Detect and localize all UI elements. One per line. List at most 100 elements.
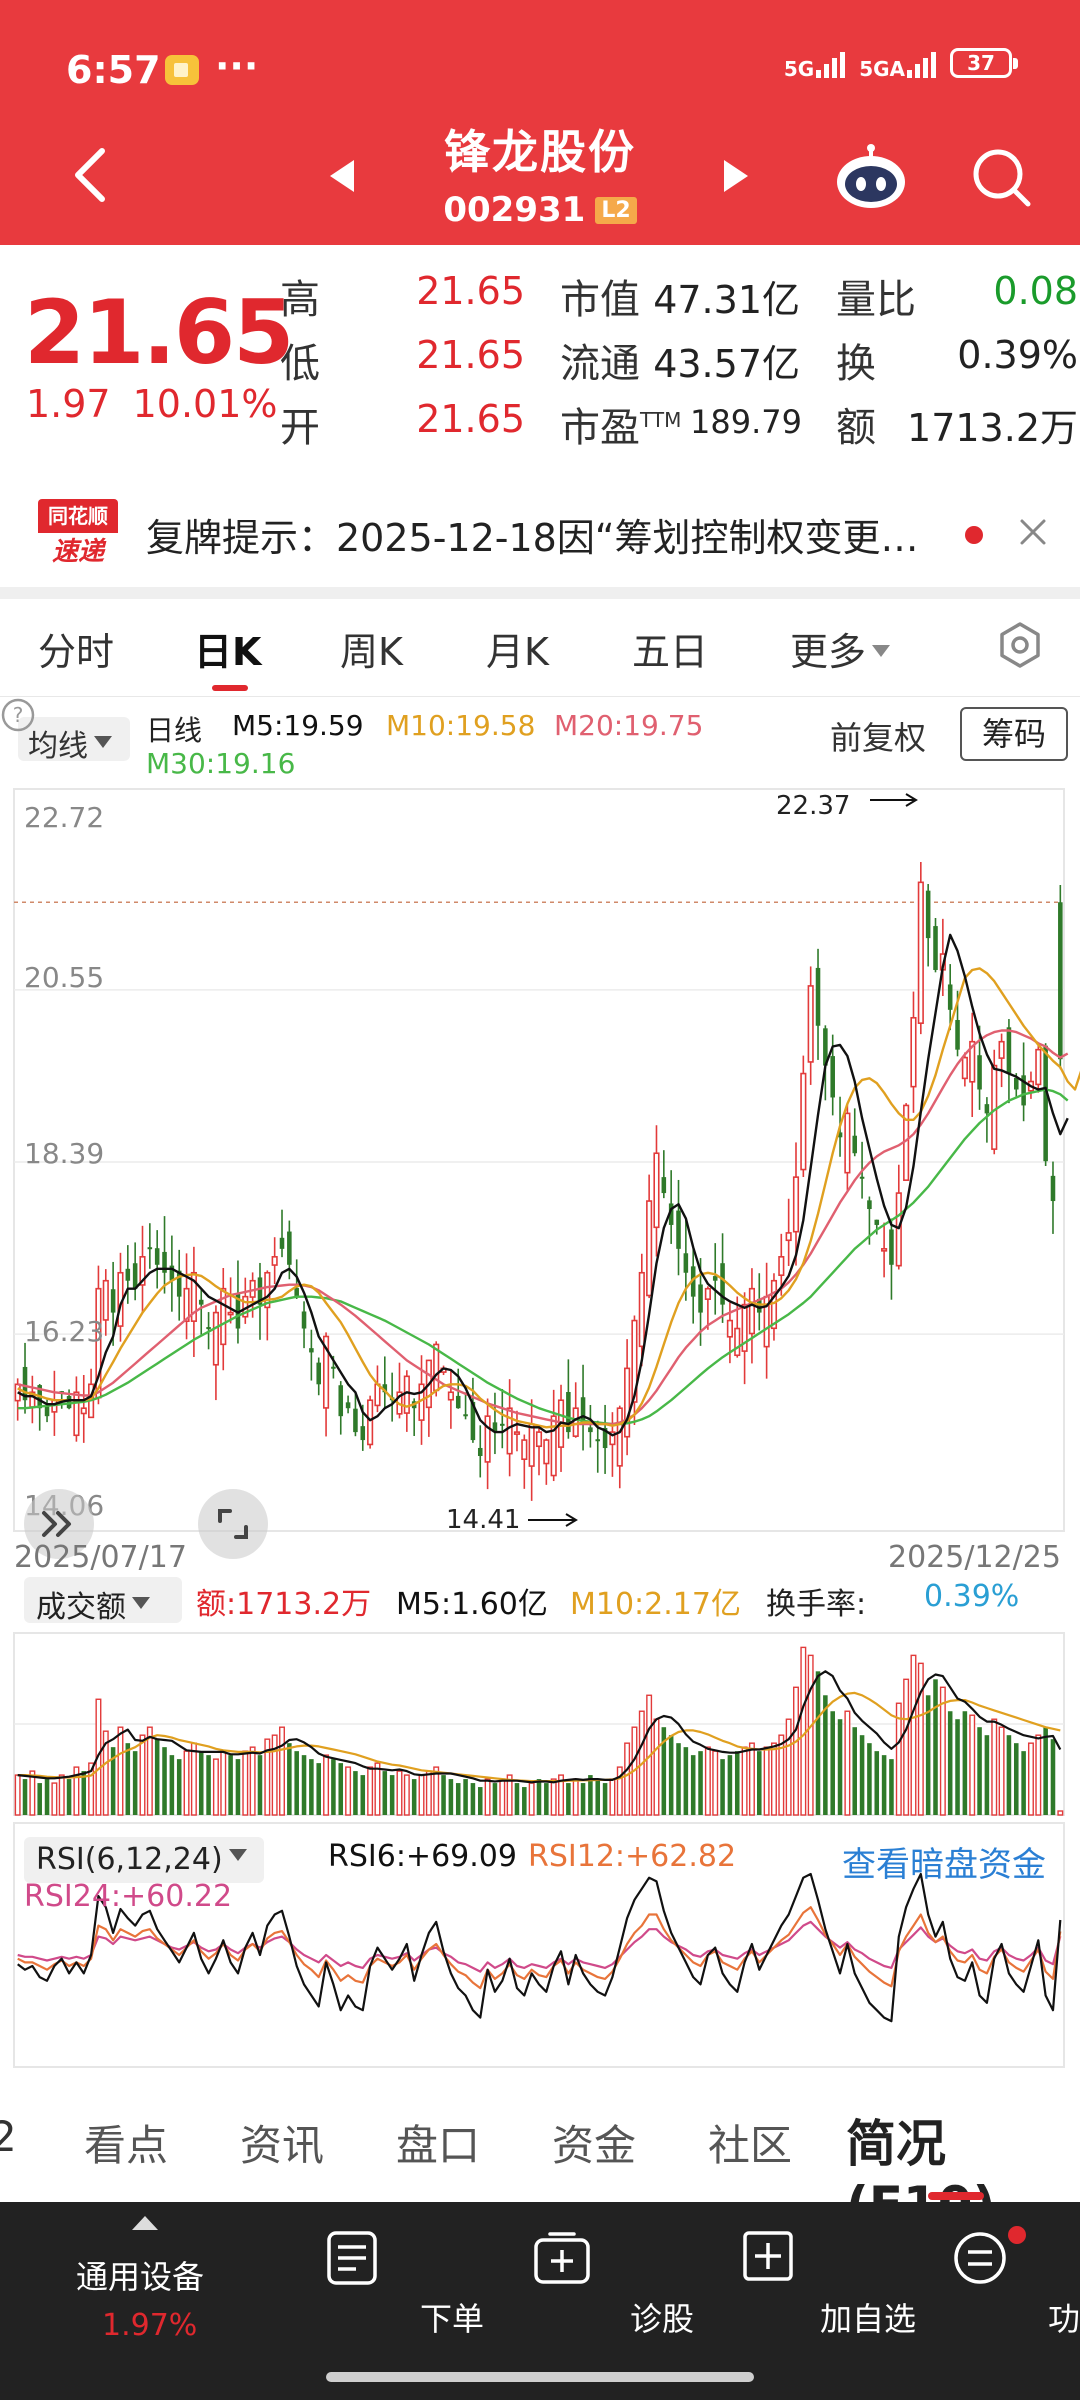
candle-body-down [492, 1422, 498, 1433]
tab-monthly-k[interactable]: 月K [486, 630, 549, 674]
candle-body-up [785, 1232, 792, 1242]
volume-bar-down [1050, 1739, 1056, 1815]
volume-bar-up [279, 1726, 285, 1816]
info-tab-profile-f10[interactable]: 简况(F10) [846, 2115, 995, 2202]
resumption-notice[interactable]: 同花顺 速递 复牌提示：2025-12-18因“筹划控制权变更… [0, 477, 1080, 587]
info-tab-orderbook[interactable]: 盘口 [396, 2121, 481, 2170]
volume-bar-down [301, 1755, 307, 1815]
candle-body-up [513, 1431, 521, 1435]
volume-bar-up [1035, 1734, 1042, 1816]
volume-bar-up [484, 1778, 491, 1816]
candle-body-up [748, 1287, 756, 1335]
volume-bar-down [727, 1755, 733, 1815]
tab-five-day[interactable]: 五日 [632, 630, 709, 674]
open-value: 21.65 [416, 397, 525, 441]
amount-label: 额 [836, 405, 876, 451]
kline-chart-area[interactable]: 均线 日线 M5:19.59 M10:19.58 M20:19.75 M30:1… [0, 697, 1080, 2082]
level2-badge[interactable]: L2 [595, 197, 637, 224]
ma-selector-button[interactable]: 均线 [18, 717, 130, 764]
low-label: 低 [280, 341, 320, 387]
volume-bar-up [146, 1726, 153, 1816]
volume-bar-up [183, 1750, 190, 1816]
info-tab-funds[interactable]: 资金 [552, 2121, 637, 2170]
candle-body-down [287, 1231, 292, 1265]
back-arrow-icon[interactable] [70, 145, 110, 205]
volume-bar-up [1027, 1742, 1034, 1816]
chips-button[interactable]: 筹码 [960, 707, 1068, 761]
candle-body-down [338, 1385, 344, 1417]
network-5ga: 5GA [859, 48, 936, 79]
volume-bar-down [81, 1771, 87, 1815]
tab-daily-k[interactable]: 日K [194, 630, 262, 674]
candle-body-down [1043, 1045, 1048, 1162]
turnover-rate-value: 0.39% [924, 1579, 1020, 1614]
high-label: 高 [280, 277, 320, 323]
volume-bar-down [257, 1755, 263, 1815]
status-indicators: 5G 5GA 37 [784, 48, 1018, 79]
candle-body-up [484, 1415, 491, 1463]
volume-bar-up [800, 1646, 807, 1816]
rsi-lines [17, 1872, 1062, 2023]
bottom-action-bar: 通用设备 1.97% 下单 诊股 加自选 [0, 2202, 1080, 2400]
turnover-label: 换 [836, 341, 876, 387]
tab-more[interactable]: 更多 [790, 621, 891, 676]
candle-body-up [917, 881, 924, 1024]
volume-bar-down [316, 1763, 321, 1815]
candle-body-down [683, 1253, 689, 1273]
candle-body-up [183, 1287, 190, 1323]
chart-settings-icon[interactable] [996, 621, 1044, 669]
prev-stock-icon[interactable] [328, 158, 356, 194]
add-watchlist-icon [743, 2231, 793, 2281]
info-tab-highlights[interactable]: 看点 [84, 2121, 169, 2170]
expand-indicators-button[interactable] [24, 1489, 94, 1559]
info-tab-partial[interactable]: 2 [0, 2112, 17, 2161]
tab-intraday[interactable]: 分时 [38, 630, 115, 674]
close-icon[interactable] [1018, 517, 1048, 547]
volume-bar-down [44, 1779, 50, 1815]
candle-body-up [844, 1112, 851, 1174]
candle-body-down [690, 1266, 696, 1297]
volume-bar-up [704, 1746, 711, 1816]
kline-ma-lines [17, 933, 1080, 1437]
candle-body-up [998, 1040, 1005, 1059]
rsi-indicator-button[interactable]: RSI(6,12,24) [24, 1837, 264, 1883]
fullscreen-button[interactable] [198, 1489, 268, 1559]
volume-bar-down [235, 1759, 241, 1815]
info-tab-community[interactable]: 社区 [708, 2121, 793, 2170]
chevron-down-icon [228, 1849, 247, 1861]
next-stock-icon[interactable] [722, 158, 750, 194]
svg-text:?: ? [13, 703, 24, 727]
candle-body-down [500, 1423, 505, 1426]
notice-text[interactable]: 复牌提示：2025-12-18因“筹划控制权变更… [146, 516, 919, 560]
volume-bar-up [770, 1742, 777, 1816]
candle-body-up [447, 1391, 454, 1401]
volume-bar-down [889, 1759, 894, 1815]
adjust-mode[interactable]: 前复权 [830, 719, 927, 757]
volume-indicator-button[interactable]: 成交额 [24, 1577, 182, 1625]
candle-body-up [991, 1064, 998, 1150]
tab-weekly-k[interactable]: 周K [340, 630, 403, 674]
candle-body-up [528, 1423, 535, 1467]
ai-robot-icon[interactable] [834, 142, 908, 210]
change-amount: 1.97 [26, 382, 111, 426]
help-icon[interactable]: ? [0, 697, 36, 733]
candle-body-down [595, 1439, 601, 1442]
volume-bar-up [345, 1766, 352, 1816]
volume-bar-down [544, 1783, 549, 1815]
volume-bar-down [757, 1751, 762, 1815]
kline-chart-svg[interactable] [0, 697, 1080, 2082]
volume-bar-down [206, 1755, 211, 1815]
volume-bar-down [411, 1779, 417, 1815]
volume-bar-up [117, 1726, 124, 1816]
info-tab-news[interactable]: 资讯 [240, 2121, 325, 2170]
chevron-down-icon [872, 645, 891, 657]
search-icon[interactable] [970, 146, 1032, 208]
section-divider [0, 587, 1080, 599]
volume-bar-up [998, 1726, 1005, 1816]
volume-bar-down [162, 1747, 167, 1815]
volume-bar-down [588, 1775, 593, 1815]
volume-bar-down [1043, 1727, 1048, 1815]
dark-pool-link[interactable]: 查看暗盘资金 [842, 1845, 1046, 1885]
candle-body-down [566, 1392, 571, 1433]
home-indicator[interactable] [326, 2372, 754, 2382]
